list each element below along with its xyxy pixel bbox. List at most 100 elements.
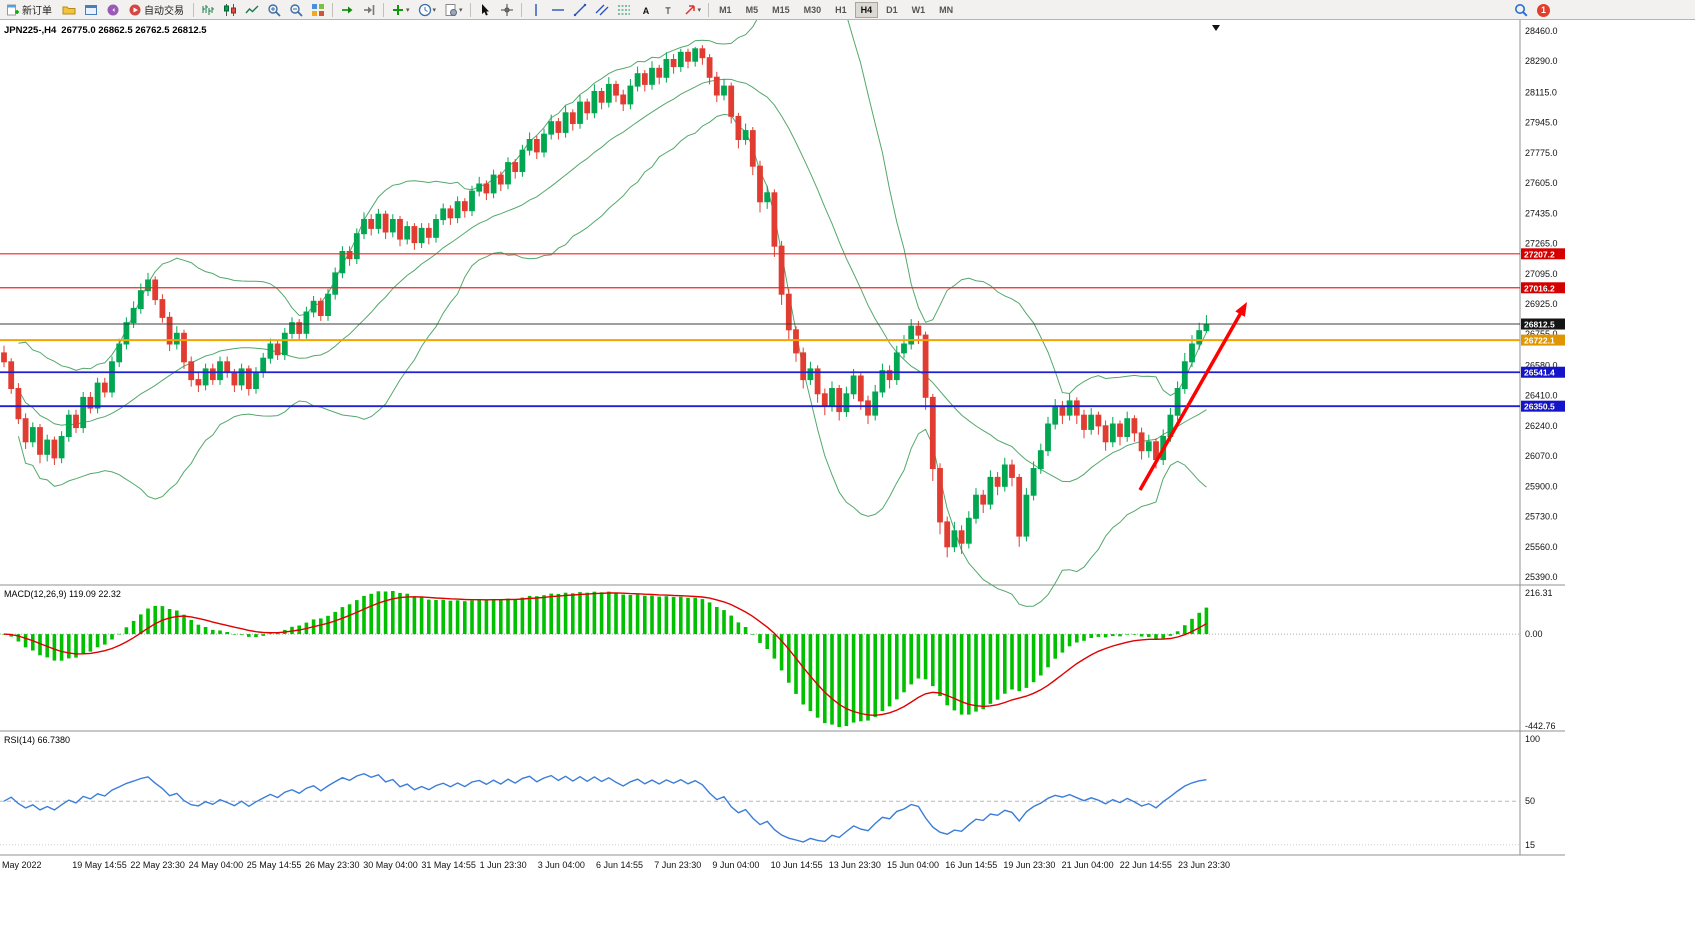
templates-button[interactable]: ▾ <box>441 0 466 20</box>
price-levels[interactable]: 27207.2 27016.2 26812.5 26722.1 26541.4 26350… <box>0 248 1565 412</box>
price-badge <box>1521 366 1565 378</box>
price-badge <box>1521 334 1565 346</box>
svg-text:28460.0: 28460.0 <box>1525 26 1558 36</box>
macd-label: MACD(12,26,9) 119.09 22.32 <box>4 589 121 599</box>
toolbar-separator <box>520 2 522 17</box>
svg-text:25 May 14:55: 25 May 14:55 <box>247 860 302 870</box>
svg-text:9 Jun 04:00: 9 Jun 04:00 <box>712 860 759 870</box>
bar-chart-mode-button[interactable] <box>198 0 218 20</box>
chart-shift-marker-icon <box>1212 25 1220 31</box>
dropdown-caret-icon[interactable]: ▾ <box>406 6 410 14</box>
trend-arrow[interactable] <box>1138 302 1247 491</box>
macd-signal-line <box>3 592 1207 717</box>
cursor-icon <box>478 3 492 17</box>
price-axis: 28460.0 28290.0 28115.0 27945.0 27775.0 27605… <box>1525 26 1558 582</box>
dropdown-caret-icon[interactable]: ▾ <box>697 6 702 14</box>
horizontal-line-button[interactable] <box>548 0 568 20</box>
timeframe-button-w1[interactable]: W1 <box>911 4 926 15</box>
autotrading-label: 自动交易 <box>144 6 184 17</box>
window-icon <box>84 3 98 17</box>
toolbar-separator <box>383 2 384 17</box>
equidistant-channel-button[interactable] <box>592 0 612 20</box>
arrows-button[interactable]: ▾ <box>680 0 705 20</box>
timeframe-button-m5[interactable]: M5 <box>745 4 759 15</box>
svg-text:30 May 04:00: 30 May 04:00 <box>363 860 418 870</box>
periods-button[interactable]: ▾ <box>415 0 440 20</box>
panel-separators <box>0 20 1565 856</box>
charts-button[interactable] <box>59 0 79 20</box>
svg-text:26812.5: 26812.5 <box>1524 320 1555 330</box>
svg-text:26722.1: 26722.1 <box>1524 336 1555 346</box>
line-chart-mode-button[interactable] <box>242 0 262 20</box>
chart-canvas[interactable]: 28460.0 28290.0 28115.0 27945.0 27775.0 27605… <box>0 20 1565 880</box>
svg-text:26755.0: 26755.0 <box>1525 329 1558 339</box>
svg-text:T: T <box>665 6 671 16</box>
linechart-icon <box>245 3 259 17</box>
channel-icon <box>595 3 609 17</box>
svg-text:22 May 23:30: 22 May 23:30 <box>130 860 185 870</box>
autotrading-button[interactable]: 自动交易 <box>125 0 189 20</box>
hline-icon <box>551 3 565 17</box>
rsi-line <box>3 772 1207 843</box>
new-order-button[interactable]: 新订单 <box>3 0 57 20</box>
zoom-out-button[interactable] <box>286 0 306 20</box>
auto-scroll-button[interactable] <box>337 0 357 20</box>
timeframe-button-m15[interactable]: M15 <box>772 4 790 15</box>
text-label-button[interactable]: T <box>658 0 678 20</box>
date-axis: May 2022 19 May 14:55 22 May 23:30 24 May 0… <box>2 860 1230 870</box>
timeframe-button-d1[interactable]: D1 <box>886 4 898 15</box>
svg-text:19 Jun 23:30: 19 Jun 23:30 <box>1003 860 1055 870</box>
crosshair-button[interactable] <box>497 0 517 20</box>
svg-text:26070.0: 26070.0 <box>1525 451 1558 461</box>
svg-text:3 Jun 04:00: 3 Jun 04:00 <box>538 860 585 870</box>
svg-text:26 May 23:30: 26 May 23:30 <box>305 860 360 870</box>
candles-icon <box>223 3 237 17</box>
timeframe-bar: M1 M5 M15 M30 H1 H4 D1 W1 MN <box>712 0 960 19</box>
svg-text:50: 50 <box>1525 796 1535 806</box>
svg-text:15 Jun 04:00: 15 Jun 04:00 <box>887 860 939 870</box>
tile-windows-button[interactable] <box>308 0 328 20</box>
textA-icon: A <box>639 3 653 17</box>
timeframe-button-h1[interactable]: H1 <box>835 4 847 15</box>
play-icon <box>128 3 142 17</box>
neworder-icon <box>6 3 20 17</box>
zoom-in-button[interactable] <box>264 0 284 20</box>
labelT-icon: T <box>661 3 675 17</box>
svg-text:25900.0: 25900.0 <box>1525 481 1558 491</box>
search-button[interactable] <box>1511 0 1531 20</box>
clock-icon <box>418 3 432 17</box>
dropdown-caret-icon[interactable]: ▾ <box>459 6 463 14</box>
timeframe-button-h4[interactable]: H4 <box>854 1 879 18</box>
bollinger-bands <box>17 20 1207 607</box>
svg-text:15: 15 <box>1525 840 1535 850</box>
bars-icon <box>201 3 215 17</box>
svg-text:27775.0: 27775.0 <box>1525 148 1558 158</box>
macd-panel: 216.31 0.00 -442.76 MACD(12,26,9) 119.09 22… <box>0 588 1556 731</box>
chart-shift-button[interactable] <box>359 0 379 20</box>
svg-text:0.00: 0.00 <box>1525 629 1543 639</box>
notification-badge[interactable]: 1 <box>1537 3 1550 17</box>
svg-text:A: A <box>642 6 649 16</box>
svg-text:21 Jun 04:00: 21 Jun 04:00 <box>1062 860 1114 870</box>
dropdown-caret-icon[interactable]: ▾ <box>432 6 437 14</box>
text-button[interactable]: A <box>636 0 656 20</box>
timeframe-button-mn[interactable]: MN <box>939 4 954 15</box>
svg-text:26580.0: 26580.0 <box>1525 360 1558 370</box>
indicators-button[interactable]: ▾ <box>388 0 413 20</box>
toolbar: 新订单 自动交易 ▾ ▾ ▾ A T ▾ M1 M5 M15 M30 H1 H4 D1 W1 MN 1 <box>0 0 1695 20</box>
vertical-line-button[interactable] <box>526 0 546 20</box>
alerts-button[interactable] <box>103 0 123 20</box>
trend-icon <box>573 3 587 17</box>
svg-text:6 Jun 14:55: 6 Jun 14:55 <box>596 860 643 870</box>
timeframe-button-m1[interactable]: M1 <box>719 4 732 15</box>
svg-text:-442.76: -442.76 <box>1525 721 1556 731</box>
candle-mode-button[interactable] <box>220 0 240 20</box>
timeframe-button-m30[interactable]: M30 <box>803 4 822 15</box>
cursor-button[interactable] <box>475 0 495 20</box>
svg-text:25560.0: 25560.0 <box>1525 542 1558 552</box>
data-window-button[interactable] <box>81 0 101 20</box>
fibonacci-button[interactable] <box>614 0 634 20</box>
rsi-label: RSI(14) 66.7380 <box>4 735 70 745</box>
trendline-button[interactable] <box>570 0 590 20</box>
svg-text:27945.0: 27945.0 <box>1525 118 1558 128</box>
